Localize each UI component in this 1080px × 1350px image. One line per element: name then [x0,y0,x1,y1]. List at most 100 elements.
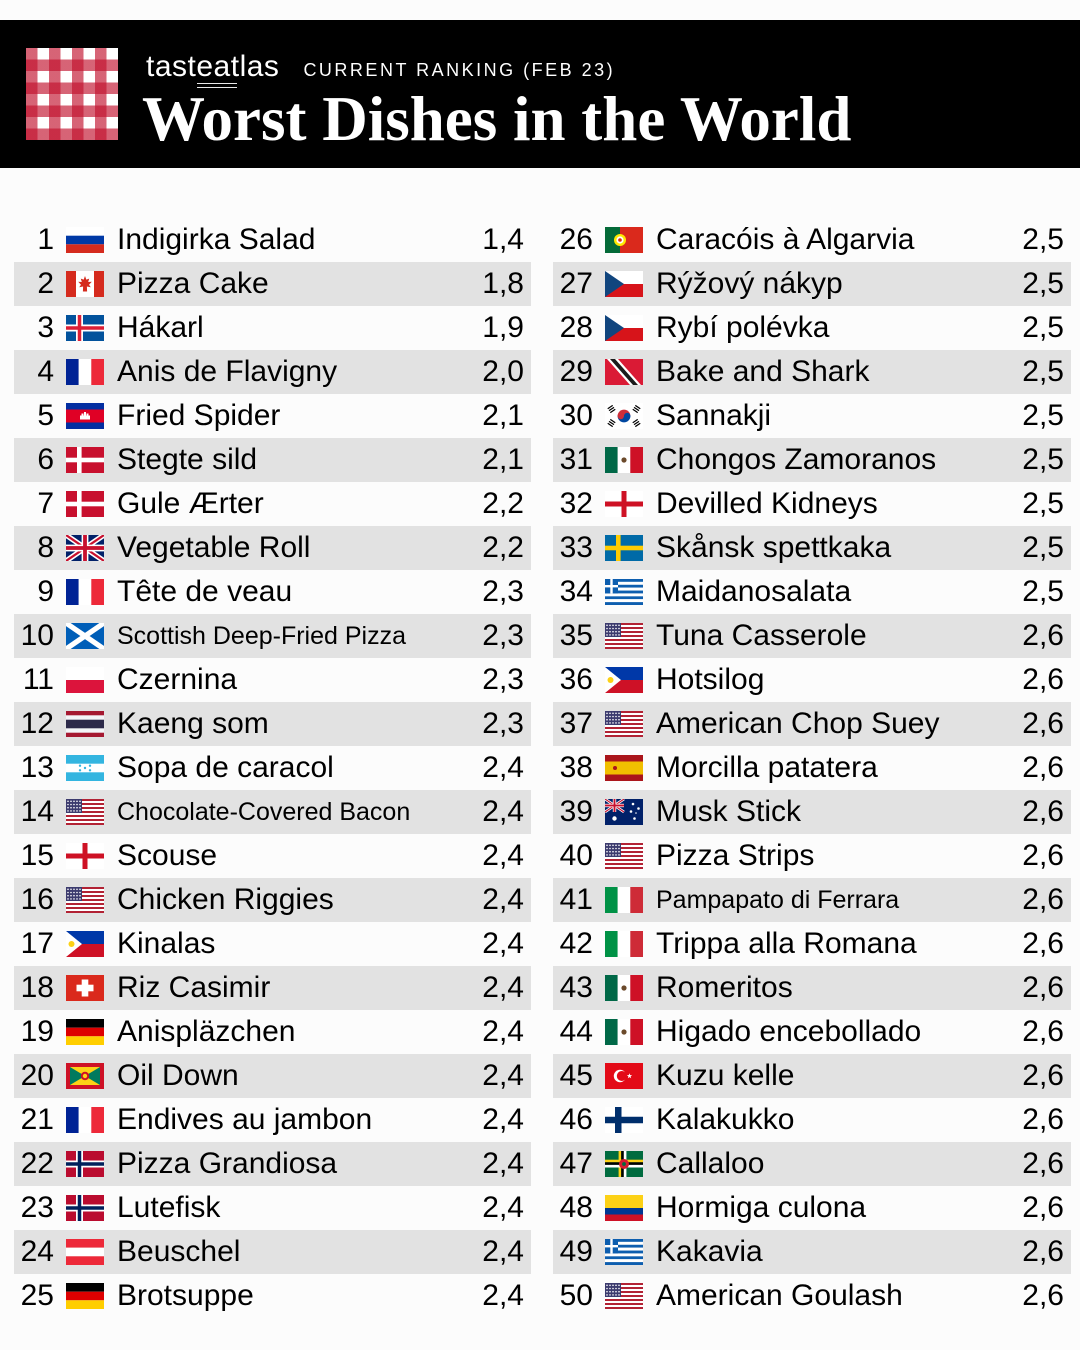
rank-number: 33 [559,531,593,564]
rating-value: 2,5 [1022,355,1064,388]
page-title: Worst Dishes in the World [142,84,852,154]
rank-number: 28 [559,311,593,344]
france-flag-icon [66,359,104,385]
poland-flag-icon [66,667,104,693]
rating-value: 2,6 [1022,839,1064,872]
dish-name: Kalakukko [656,1103,795,1136]
dish-name: Pampapato di Ferrara [656,885,900,914]
rank-number: 49 [559,1235,593,1268]
dish-name: Kaeng som [117,707,269,740]
brand-eat: eat [196,50,240,88]
list-item: 46 Kalakukko 2,6 [553,1098,1071,1142]
rating-value: 1,8 [482,267,524,300]
dish-name: Romeritos [656,971,793,1004]
dish-name: Pizza Cake [117,267,269,300]
rating-value: 2,0 [482,355,524,388]
rating-value: 2,4 [482,1059,524,1092]
greece-flag-icon [605,1239,643,1265]
rating-value: 2,2 [482,531,524,564]
list-item: 13 Sopa de caracol 2,4 [14,746,531,790]
dish-name: Kuzu kelle [656,1059,795,1092]
portugal-flag-icon [605,227,643,253]
dish-name: Vegetable Roll [117,531,311,564]
united-states-flag-icon [66,799,104,825]
rank-number: 39 [559,795,593,828]
dish-name: Gule Ærter [117,487,264,520]
rank-number: 40 [559,839,593,872]
rank-number: 10 [20,619,54,652]
dish-name: Sannakji [656,399,772,432]
rank-number: 13 [20,751,54,784]
rank-number: 16 [20,883,54,916]
dish-name: Hákarl [117,311,204,344]
france-flag-icon [66,1107,104,1133]
england-flag-icon [605,491,643,517]
list-item: 36 Hotsilog 2,6 [553,658,1071,702]
dish-name: Kakavia [656,1235,763,1268]
dish-name: Chocolate-Covered Bacon [117,797,411,826]
rank-number: 36 [559,663,593,696]
rating-value: 2,6 [1022,1015,1064,1048]
dish-name: Rýžový nákyp [656,267,843,300]
gingham-logo-icon [26,48,118,140]
rating-value: 2,4 [482,751,524,784]
rating-value: 2,4 [482,971,524,1004]
denmark-flag-icon [66,447,104,473]
rank-number: 15 [20,839,54,872]
list-item: 18 Riz Casimir 2,4 [14,966,531,1010]
dish-name: Anis de Flavigny [117,355,338,388]
thailand-flag-icon [66,711,104,737]
list-item: 3 Hákarl 1,9 [14,306,531,350]
rating-value: 2,6 [1022,927,1064,960]
rank-number: 21 [20,1103,54,1136]
rating-value: 2,5 [1022,575,1064,608]
rating-value: 2,4 [482,1147,524,1180]
rating-value: 2,5 [1022,311,1064,344]
dish-name: Stegte sild [117,443,258,476]
rank-number: 20 [20,1059,54,1092]
united-states-flag-icon [605,711,643,737]
rank-number: 35 [559,619,593,652]
list-item: 5 Fried Spider 2,1 [14,394,531,438]
italy-flag-icon [605,931,643,957]
spain-flag-icon [605,755,643,781]
rating-value: 2,6 [1022,619,1064,652]
list-item: 1 Indigirka Salad 1,4 [14,218,531,262]
dish-name: Anispläzchen [117,1015,296,1048]
rating-value: 2,4 [482,839,524,872]
rank-number: 25 [20,1279,54,1312]
list-item: 6 Stegte sild 2,1 [14,438,531,482]
rating-value: 2,1 [482,399,524,432]
brand-row: tasteatlas CURRENT RANKING (FEB 23) [146,50,615,88]
rating-value: 2,4 [482,1015,524,1048]
rank-number: 6 [37,443,54,476]
united-states-flag-icon [605,843,643,869]
rating-value: 2,3 [482,575,524,608]
dish-name: Rybí polévka [656,311,830,344]
list-item: 50 American Goulash 2,6 [553,1274,1071,1318]
canada-flag-icon [66,271,104,297]
dish-name: Pizza Grandiosa [117,1147,338,1180]
rating-value: 2,5 [1022,223,1064,256]
rank-number: 7 [37,487,54,520]
united-kingdom-flag-icon [66,535,104,561]
dish-name: Chicken Riggies [117,883,334,916]
grenada-flag-icon [66,1063,104,1089]
dish-name: Maidanosalata [656,575,852,608]
list-item: 8 Vegetable Roll 2,2 [14,526,531,570]
rating-value: 1,4 [482,223,524,256]
list-item: 15 Scouse 2,4 [14,834,531,878]
rank-number: 14 [20,795,54,828]
rating-value: 2,5 [1022,487,1064,520]
list-item: 22 Pizza Grandiosa 2,4 [14,1142,531,1186]
brand-post: las [239,50,280,83]
rank-number: 50 [559,1279,593,1312]
rating-value: 2,4 [482,1279,524,1312]
rank-number: 44 [559,1015,593,1048]
honduras-flag-icon [66,755,104,781]
dish-name: Trippa alla Romana [656,927,917,960]
list-item: 30 Sannakji 2,5 [553,394,1071,438]
rank-number: 38 [559,751,593,784]
germany-flag-icon [66,1283,104,1309]
